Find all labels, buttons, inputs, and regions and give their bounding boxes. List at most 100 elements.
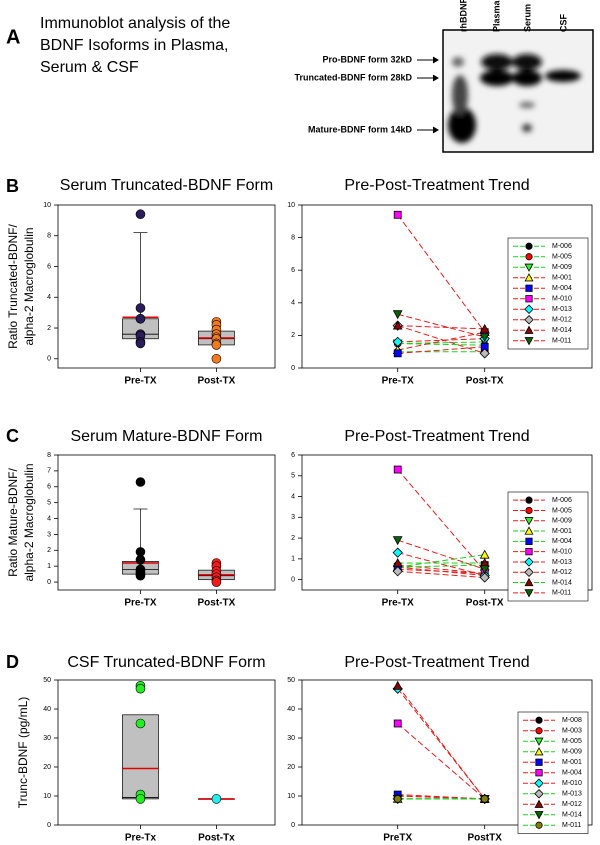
legend-label: M-004 xyxy=(552,285,572,292)
data-point xyxy=(211,577,222,587)
data-point xyxy=(135,718,146,729)
y-tick-label: 20 xyxy=(43,764,51,771)
y-tick-label: 6 xyxy=(291,452,295,459)
x-tick-label: Post-TX xyxy=(198,376,236,387)
panel-title: BDNF Isoforms in Plasma, xyxy=(40,37,228,54)
y-tick-label: 2 xyxy=(291,535,295,542)
series-line xyxy=(397,685,486,800)
legend-marker xyxy=(524,304,534,314)
series-line xyxy=(397,539,485,570)
legend-marker xyxy=(525,537,533,545)
legend-marker xyxy=(524,567,534,577)
chart-title: Pre-Post-Treatment Trend xyxy=(344,177,529,194)
legend-marker xyxy=(525,242,533,250)
y-tick-label: 4 xyxy=(47,294,51,301)
y-tick-label: 8 xyxy=(291,234,295,241)
legend-label: M-014 xyxy=(552,579,572,586)
x-tick-label: PostTX xyxy=(467,833,502,844)
marker xyxy=(392,557,403,567)
series-line xyxy=(397,325,485,330)
blot xyxy=(442,29,594,153)
legend-label: M-010 xyxy=(552,548,572,555)
legend-marker xyxy=(534,811,544,820)
series-line xyxy=(397,214,486,333)
marker xyxy=(479,348,490,359)
data-point xyxy=(211,340,222,350)
data-point xyxy=(135,794,146,804)
lane-label: Serum xyxy=(522,4,532,32)
legend-label: M-009 xyxy=(552,518,572,525)
panel-label: D xyxy=(6,652,19,672)
legend-label: M-013 xyxy=(562,791,582,798)
y-tick-label: 40 xyxy=(287,706,295,713)
series-line xyxy=(397,343,485,346)
y-tick-label: 3 xyxy=(291,514,295,521)
legend-marker xyxy=(525,295,533,303)
legend-marker xyxy=(524,589,534,598)
legend-label: M-001 xyxy=(552,275,572,282)
plot-frame xyxy=(301,454,593,591)
y-tick-label: 3 xyxy=(47,531,51,538)
legend-label: M-006 xyxy=(552,243,572,250)
legend-label: M-010 xyxy=(562,780,582,787)
series-line xyxy=(397,325,485,354)
y-tick-label: 5 xyxy=(291,473,295,480)
y-tick-label: 10 xyxy=(43,793,51,800)
plot-frame xyxy=(57,679,276,826)
legend-frame xyxy=(507,491,589,602)
legend-label: M-005 xyxy=(552,254,572,261)
panel-title: Immunoblot analysis of the xyxy=(40,15,230,32)
chart-title: Pre-Post-Treatment Trend xyxy=(344,654,529,671)
y-tick-label: 0 xyxy=(47,822,51,829)
x-tick-label: Pre-TX xyxy=(382,376,415,387)
legend-label: M-006 xyxy=(552,497,572,504)
box xyxy=(122,714,159,800)
y-tick-label: 30 xyxy=(43,735,51,742)
legend-marker xyxy=(525,548,533,556)
y-tick-label: 2 xyxy=(47,547,51,554)
y-tick-label: 2 xyxy=(291,332,295,339)
legend-marker xyxy=(534,799,544,808)
chart-title: Serum Mature-BDNF Form xyxy=(70,428,262,445)
y-tick-label: 5 xyxy=(47,499,51,506)
marker xyxy=(392,566,403,577)
x-tick-label: Post-Tx xyxy=(198,833,235,844)
plot-frame xyxy=(301,204,593,369)
y-tick-label: 20 xyxy=(287,764,295,771)
lane-label: CSF xyxy=(558,13,568,32)
legend-marker xyxy=(524,263,534,272)
legend-marker xyxy=(534,778,544,788)
series-line xyxy=(397,570,485,579)
data-point xyxy=(135,303,146,313)
x-tick-label: Pre-TX xyxy=(382,598,415,609)
data-point xyxy=(135,477,146,487)
x-tick-label: Pre-TX xyxy=(124,376,157,387)
legend-marker xyxy=(535,727,543,735)
marker xyxy=(393,465,402,474)
data-point xyxy=(135,313,146,324)
x-tick-label: Post-TX xyxy=(466,598,504,609)
x-tick-label: Post-TX xyxy=(198,598,236,609)
marker xyxy=(392,310,403,320)
y-tick-label: 0 xyxy=(47,579,51,586)
data-point xyxy=(135,555,146,565)
legend-label: M-009 xyxy=(562,749,582,756)
x-tick-label: Pre-TX xyxy=(124,598,157,609)
data-point xyxy=(135,570,146,581)
legend-label: M-012 xyxy=(552,317,572,324)
marker xyxy=(480,795,489,803)
y-tick-label: 10 xyxy=(43,202,51,209)
series-line xyxy=(397,346,485,354)
band-label: Truncated-BDNF form 28kD xyxy=(294,72,412,82)
series-line xyxy=(397,566,485,576)
y-tick-label: 40 xyxy=(43,706,51,713)
lane-label: Plasma xyxy=(491,0,501,32)
y-tick-label: 50 xyxy=(43,677,51,684)
legend-marker xyxy=(524,273,534,282)
legend-label: M-001 xyxy=(562,759,582,766)
legend-marker xyxy=(524,577,534,587)
blot-bands xyxy=(448,54,581,143)
y-tick-label: 50 xyxy=(287,677,295,684)
legend-marker xyxy=(525,284,533,292)
